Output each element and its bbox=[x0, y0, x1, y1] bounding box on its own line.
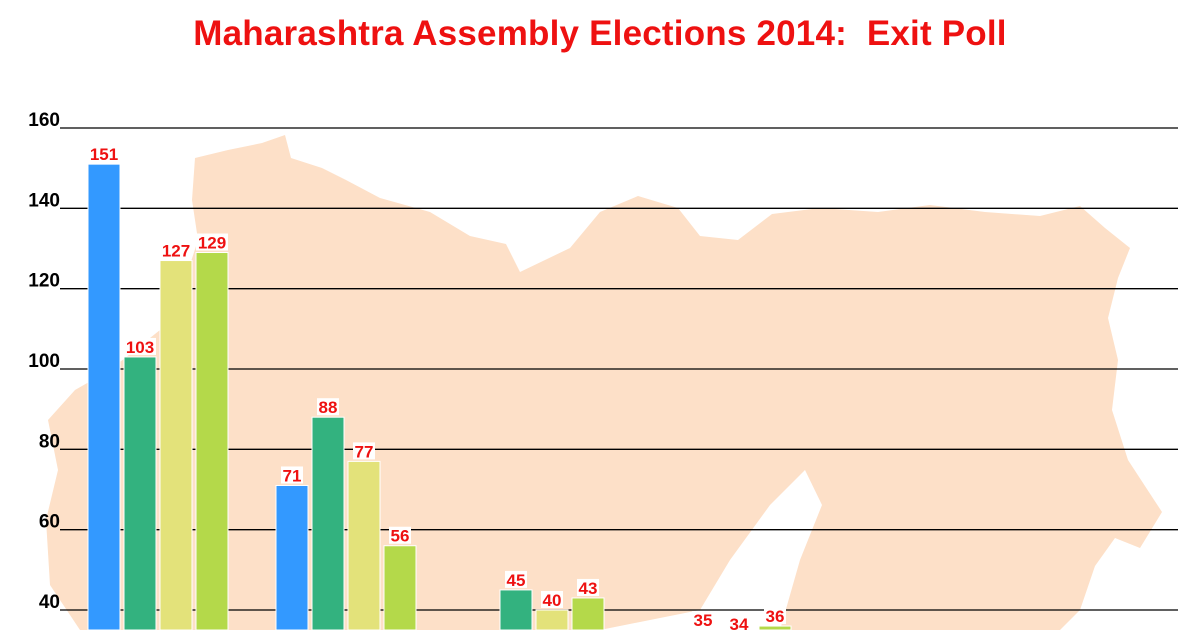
bar-value-label: 88 bbox=[319, 398, 338, 417]
value-label-background bbox=[505, 570, 527, 588]
bar bbox=[499, 589, 533, 630]
bar bbox=[347, 460, 381, 630]
y-tick-label: 100 bbox=[28, 351, 60, 372]
bar-value-label: 103 bbox=[126, 338, 154, 357]
bar-value-label: 43 bbox=[579, 579, 598, 598]
y-tick-label: 80 bbox=[39, 431, 60, 452]
y-tick-label: 160 bbox=[28, 110, 60, 131]
bar-value-label: 40 bbox=[543, 591, 562, 610]
bar-value-label: 45 bbox=[507, 571, 526, 590]
bar-value-label: 77 bbox=[355, 442, 374, 461]
y-tick-label: 60 bbox=[39, 512, 60, 533]
value-label-background bbox=[160, 241, 192, 259]
value-label-background bbox=[389, 526, 411, 544]
bar bbox=[383, 545, 417, 630]
y-tick-label: 140 bbox=[28, 190, 60, 211]
bar-value-label: 71 bbox=[283, 466, 302, 485]
value-label-background bbox=[88, 145, 120, 163]
y-tick-label: 120 bbox=[28, 271, 60, 292]
value-label-background bbox=[541, 591, 563, 608]
bar bbox=[535, 609, 569, 630]
bar bbox=[571, 597, 605, 630]
bar-value-label: 35 bbox=[694, 611, 713, 630]
value-label-background bbox=[764, 607, 786, 625]
value-label-background bbox=[353, 442, 375, 460]
bar-value-label: 151 bbox=[90, 145, 118, 164]
value-label-background bbox=[692, 611, 714, 629]
value-label-background bbox=[124, 337, 156, 355]
value-label-background bbox=[317, 398, 339, 416]
bar-value-label: 36 bbox=[766, 607, 785, 626]
value-label-background bbox=[577, 578, 599, 596]
value-label-background bbox=[196, 233, 228, 251]
bar bbox=[758, 625, 792, 630]
bar bbox=[275, 484, 309, 630]
value-label-background bbox=[281, 466, 303, 484]
value-label-background bbox=[728, 615, 750, 630]
bar-value-label: 129 bbox=[198, 234, 226, 253]
chart-title: Maharashtra Assembly Elections 2014: Exi… bbox=[193, 14, 1007, 53]
bar-value-label: 56 bbox=[391, 527, 410, 546]
bar-value-label: 34 bbox=[730, 615, 749, 630]
y-tick-label: 40 bbox=[39, 592, 60, 613]
bar bbox=[123, 356, 157, 630]
bar bbox=[87, 163, 121, 630]
bar bbox=[311, 416, 345, 630]
bar-value-label: 127 bbox=[162, 242, 190, 261]
bar bbox=[195, 252, 229, 630]
bar bbox=[159, 260, 193, 630]
